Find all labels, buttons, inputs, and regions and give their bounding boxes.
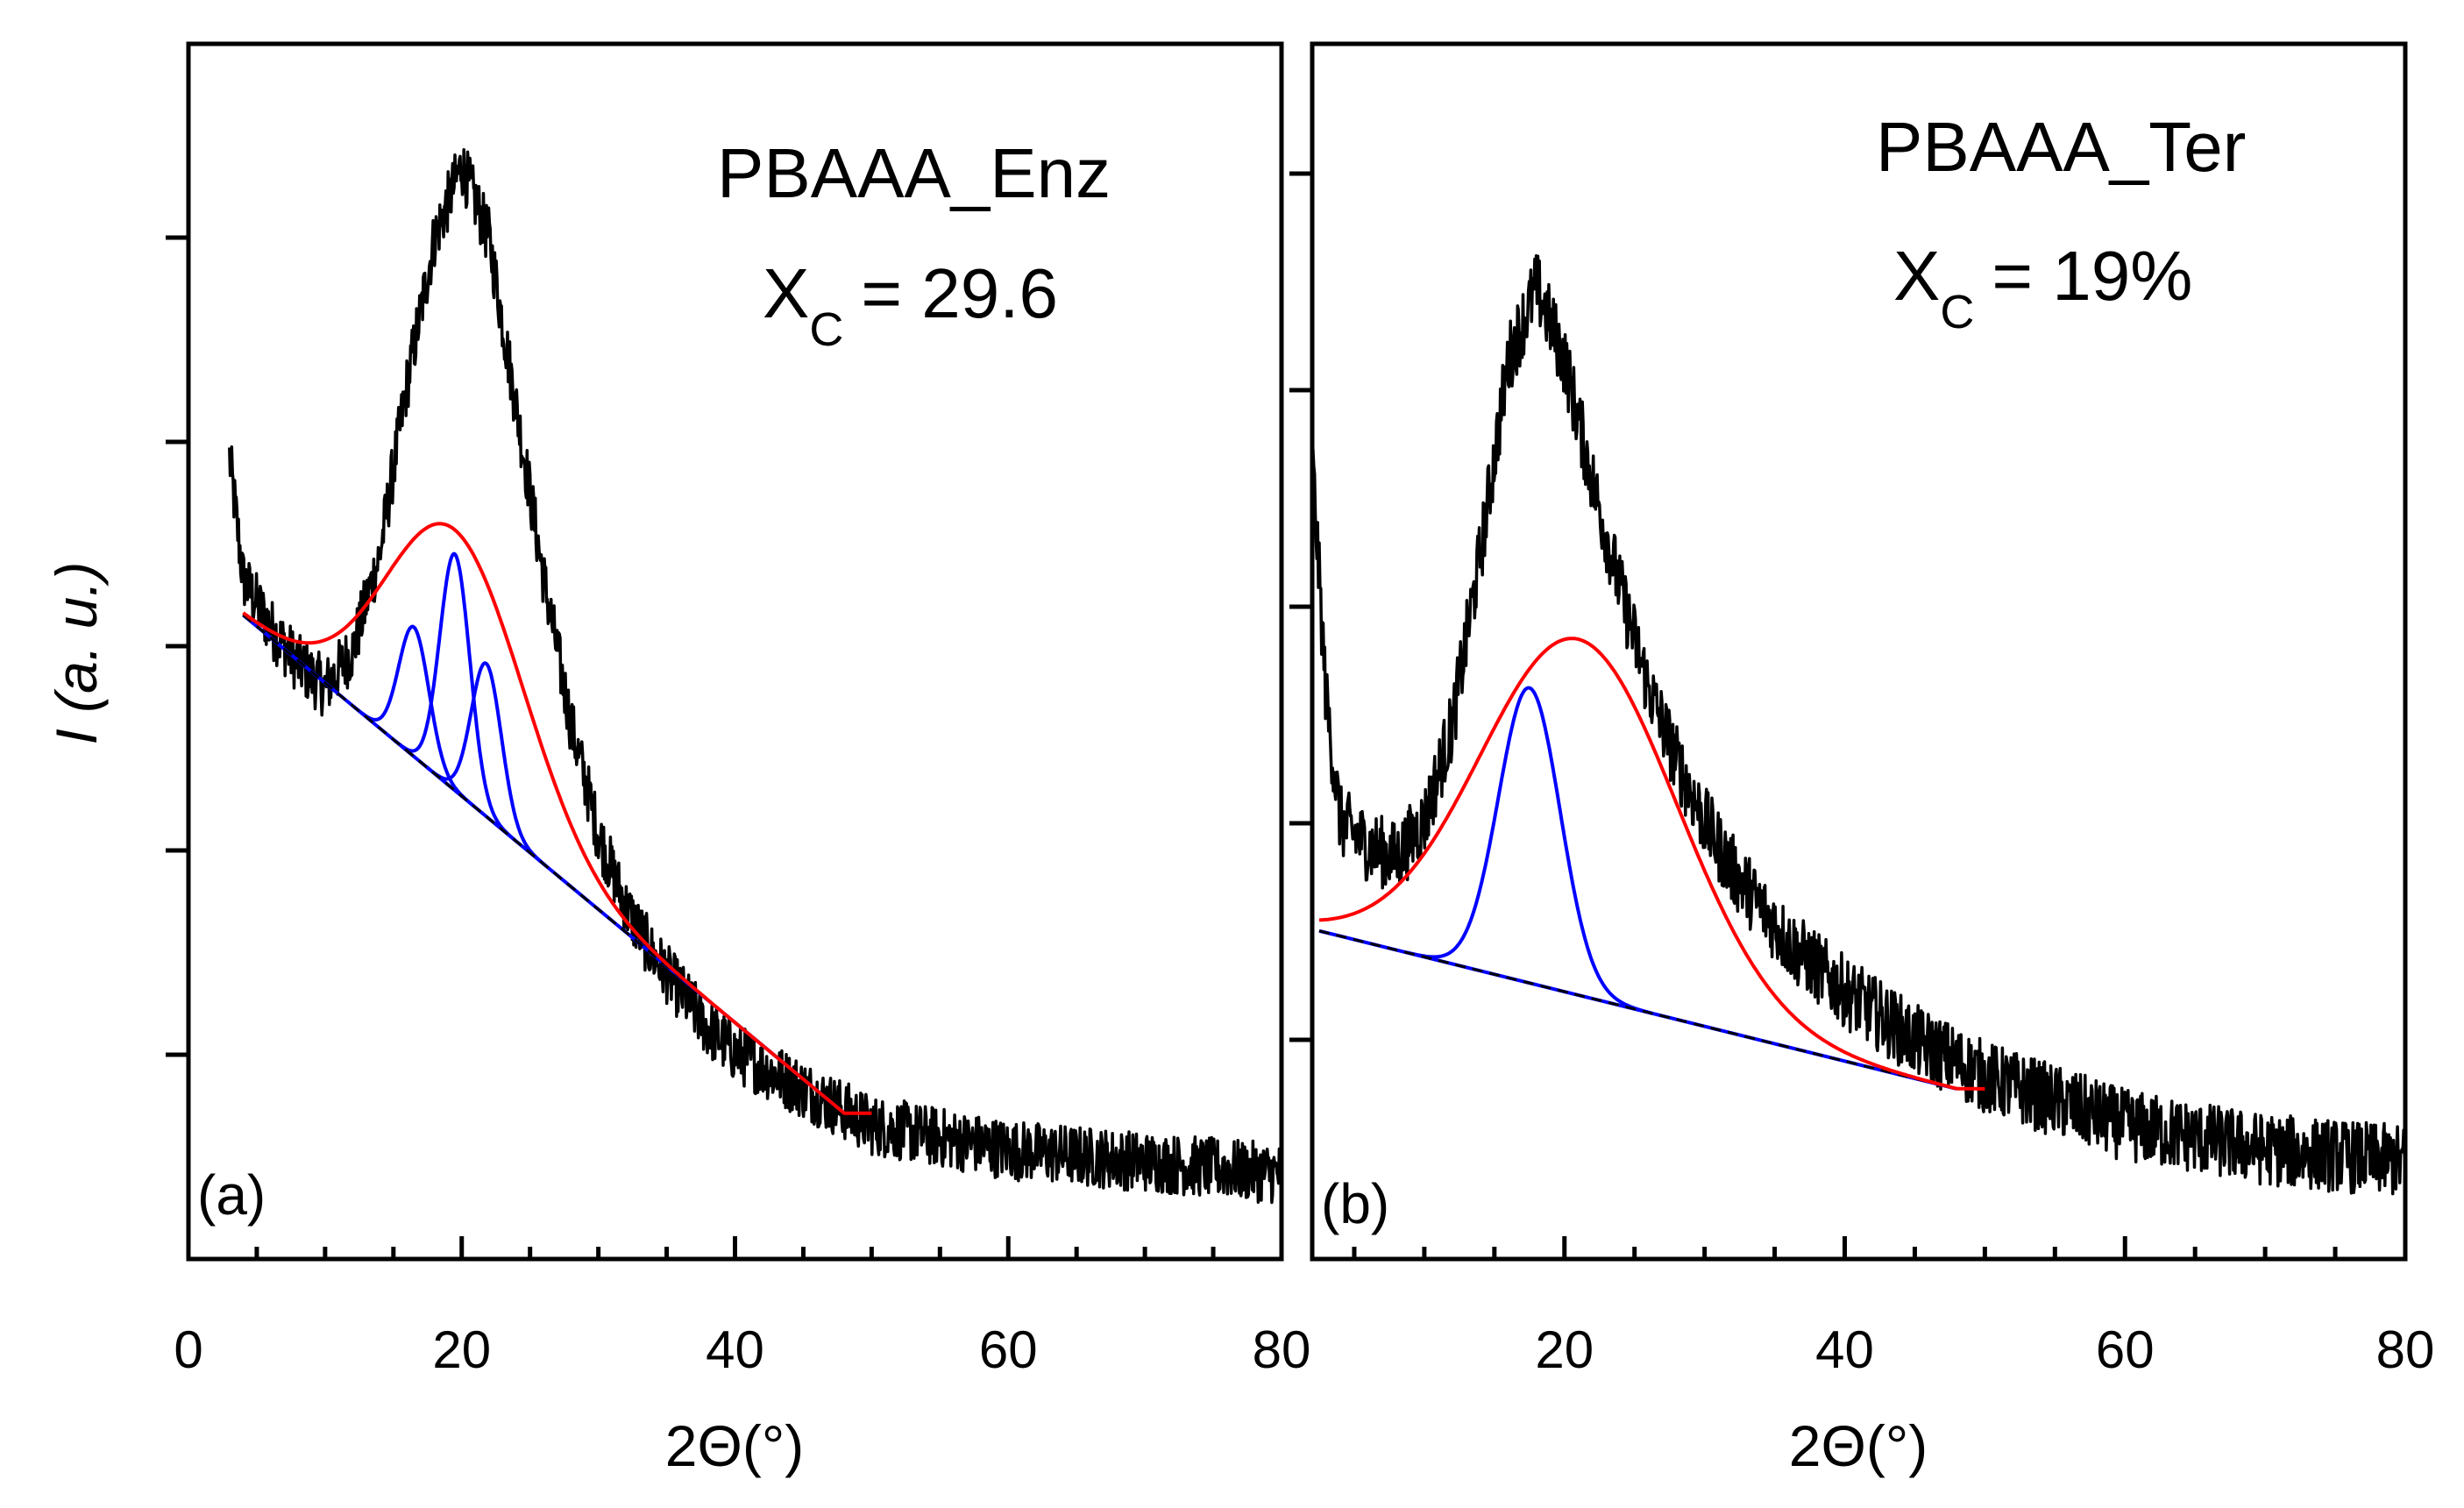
- panel-a-x-axis-label: 2Θ(°): [665, 1413, 804, 1478]
- panel-b-x-tick-label: 20: [1535, 1320, 1594, 1379]
- y-axis-label-symbol: I (a. u.): [44, 561, 109, 744]
- panel-a-x-tick-label: 20: [432, 1320, 491, 1379]
- panel-a-crystalline-peak: [352, 624, 476, 808]
- panel-b-xc-annotation: XC = 19%: [1893, 237, 2192, 338]
- panel-a-title: PBAAA_Enz: [717, 134, 1111, 212]
- panel-b-x-tick-label: 60: [2096, 1320, 2155, 1379]
- panel-a-xc-value: = 29.6: [861, 254, 1058, 332]
- panel-b-xc-prefix: X: [1893, 237, 1940, 315]
- panel-b-amorphous-fit: [1318, 637, 1985, 1091]
- panel-b-plot-area: [1310, 253, 2407, 1196]
- panel-b-title: PBAAA_Ter: [1876, 108, 2246, 186]
- panel-b-frame: [1310, 41, 2408, 1262]
- panel-a: 0 20 40 60 80 PBAAA_Enz XC = 29.6 (a) 2Θ(°): [166, 41, 1310, 1478]
- y-axis-label: I (a. u.): [44, 561, 109, 744]
- panel-a-xc-subscript: C: [809, 303, 843, 356]
- panel-b: 20 40 60 80 PBAAA_Ter XC = 19% (b) 2Θ(°): [1289, 41, 2435, 1478]
- panel-a-xc-prefix: X: [763, 254, 809, 332]
- panel-b-xc-subscript: C: [1940, 286, 1974, 338]
- panel-b-x-ticks: 20 40 60 80: [1352, 1236, 2435, 1379]
- panel-b-x-axis-label: 2Θ(°): [1789, 1413, 1928, 1478]
- panel-b-x-tick-label: 80: [2376, 1320, 2435, 1379]
- panel-a-x-tick-label: 40: [706, 1320, 764, 1379]
- panel-a-crystalline-peak: [394, 551, 516, 842]
- panel-a-label: (a): [197, 1163, 266, 1227]
- panel-a-xc-annotation: XC = 29.6: [763, 254, 1058, 356]
- panel-a-raw-pattern: [228, 148, 1282, 1205]
- panel-a-x-tick-label: 80: [1253, 1320, 1311, 1379]
- panel-a-crystalline-peak: [424, 661, 548, 868]
- panel-b-raw-pattern: [1310, 253, 2407, 1196]
- panel-b-x-tick-label: 40: [1815, 1320, 1874, 1379]
- panel-a-plot-area: [228, 148, 1282, 1205]
- panel-a-x-tick-label: 60: [979, 1320, 1038, 1379]
- panel-b-baseline: [1318, 929, 1957, 1091]
- panel-a-x-ticks: 0 20 40 60 80: [174, 1236, 1310, 1379]
- panel-a-y-ticks: [166, 235, 188, 1057]
- panel-b-label: (b): [1321, 1172, 1389, 1235]
- panel-b-crystalline-peak: [1405, 686, 1653, 1015]
- panel-b-y-ticks: [1289, 171, 1312, 1042]
- panel-a-amorphous-fit: [242, 522, 872, 1115]
- panel-a-x-tick-label: 0: [174, 1320, 202, 1379]
- panel-b-xc-value: = 19%: [1992, 237, 2192, 315]
